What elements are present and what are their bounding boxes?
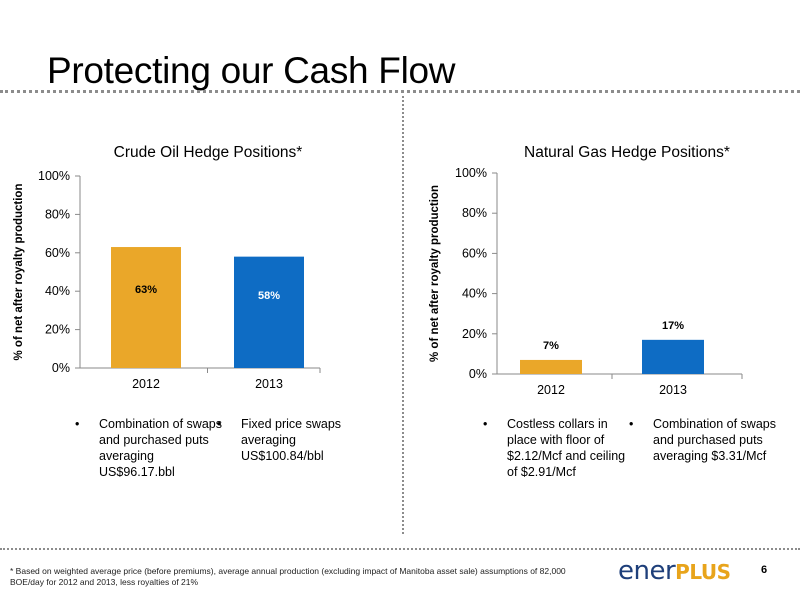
oil-bullet-2: • Fixed price swaps averaging US$100.84/… [214,416,364,464]
oil-bullet-1-text: Combination of swaps and purchased puts … [99,417,222,479]
gas-x-tick-label: 2012 [537,383,565,397]
gas-x-tick-label: 2013 [659,383,687,397]
gas-bullet-1-text: Costless collars in place with floor of … [507,417,626,479]
hedge-charts: Crude Oil Hedge Positions* % of net after… [13,144,743,397]
oil-data-label-2013: 58% [258,290,280,302]
oil-bullet-1: • Combination of swaps and purchased put… [72,416,222,480]
gas-y-tick-label: 60% [462,246,487,260]
oil-y-tick-label: 40% [45,284,70,298]
bullet-marker: • [75,417,80,431]
gas-bullet-2-text: Combination of swaps and purchased puts … [653,417,776,463]
enerplus-logo: enerPLUS [618,556,731,586]
footnote: * Based on weighted average price (befor… [10,566,566,587]
oil-y-tick-label: 100% [38,169,70,183]
slide-title: Protecting our Cash Flow [47,50,456,91]
gas-bullet-1: • Costless collars in place with floor o… [480,416,628,480]
oil-x-tick-label: 2012 [132,377,160,391]
oil-y-tick-label: 80% [45,207,70,221]
oil-y-axis-label: % of net after royalty production [13,184,25,361]
bullet-marker: • [483,417,488,431]
oil-bar-2013 [234,256,304,368]
oil-bar-2012 [111,247,181,368]
gas-bar-2012 [520,359,582,374]
gas-bar-2013 [642,339,704,374]
gas-y-tick-label: 40% [462,287,487,301]
bullet-marker: • [217,417,222,431]
logo-text-ener: ener [618,556,676,586]
page-number: 6 [761,564,768,576]
gas-chart-title: Natural Gas Hedge Positions* [524,144,730,161]
oil-bullet-2-text: Fixed price swaps averaging US$100.84/bb… [241,417,342,463]
gas-y-axis-label: % of net after royalty production [429,185,441,362]
footer-divider [0,548,800,550]
gas-y-tick-label: 100% [455,166,487,180]
gas-y-tick-label: 80% [462,206,487,220]
oil-chart-title: Crude Oil Hedge Positions* [114,144,303,161]
bullet-marker: • [629,417,634,431]
gas-data-label-2013: 17% [662,320,684,332]
oil-data-label-2012: 63% [135,284,157,296]
oil-y-tick-label: 0% [52,361,70,375]
center-divider [402,96,404,534]
gas-data-label-2012: 7% [543,340,559,352]
oil-x-tick-label: 2013 [255,377,283,391]
gas-bullet-2: • Combination of swaps and purchased put… [626,416,786,464]
gas-y-tick-label: 20% [462,327,487,341]
oil-y-tick-label: 20% [45,323,70,337]
logo-text-plus: PLUS [675,560,731,584]
oil-y-tick-label: 60% [45,246,70,260]
gas-y-tick-label: 0% [469,367,487,381]
title-divider [0,90,800,93]
